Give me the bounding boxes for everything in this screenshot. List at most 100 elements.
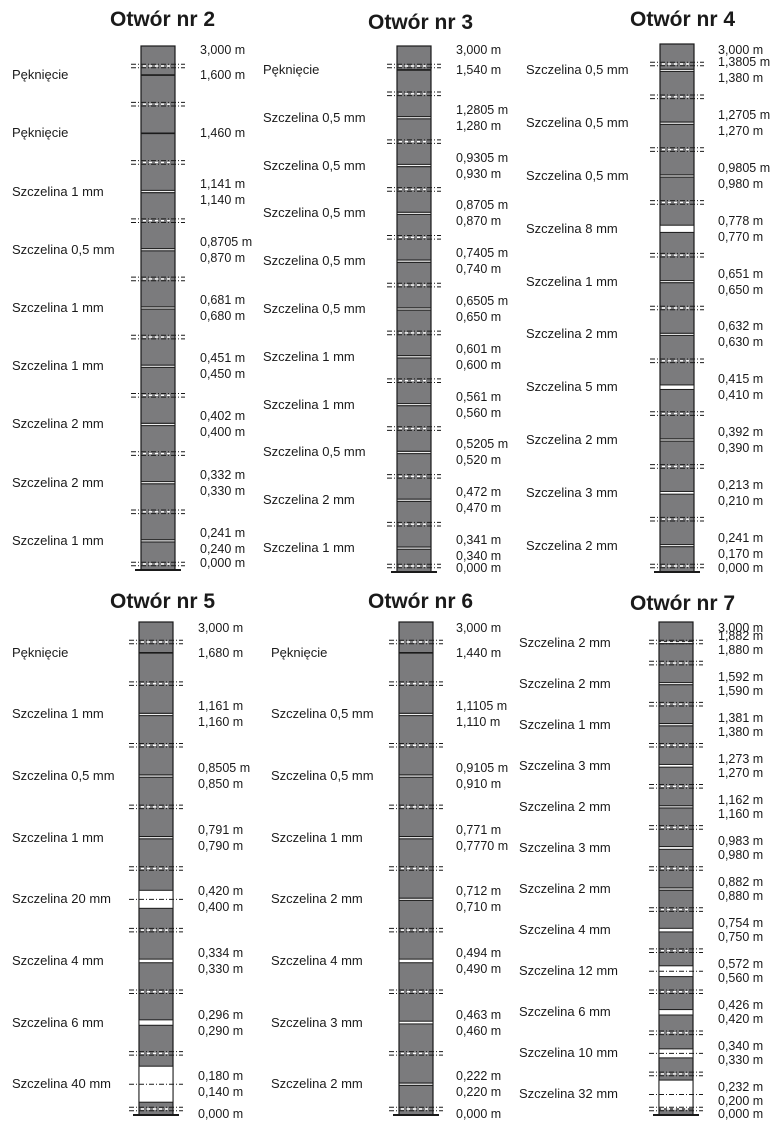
depth-label: 0,390 m <box>718 441 764 455</box>
fracture-label: Szczelina 6 mm <box>519 1004 611 1020</box>
packer-marker <box>650 563 704 569</box>
fracture-label: Szczelina 2 mm <box>263 492 355 508</box>
fracture-mark <box>399 897 433 901</box>
depth-label: 0,232 m <box>718 1080 764 1095</box>
depth-label: 3,000 m <box>200 43 246 57</box>
fracture-mark <box>141 364 175 368</box>
fracture-label: Szczelina 32 mm <box>519 1086 618 1102</box>
depth-label: 1,270 m <box>718 765 764 780</box>
fracture-label: Szczelina 1 mm <box>12 532 104 548</box>
fracture-mark <box>660 332 694 337</box>
depth-label: 0,6505 m <box>456 294 509 308</box>
packer-marker <box>387 563 441 569</box>
packer-marker <box>387 426 441 431</box>
fracture-label: Szczelina 0,5 mm <box>263 157 366 173</box>
depth-label: 0,980 m <box>718 177 764 191</box>
fracture-label: Pęknięcie <box>12 125 69 141</box>
fracture-mark <box>141 539 175 543</box>
packer-marker <box>649 1106 703 1112</box>
depth-label: 0,463 m <box>456 1007 502 1022</box>
fracture-label: Szczelina 2 mm <box>526 432 618 447</box>
borehole-core-column <box>387 45 441 573</box>
fracture-mark <box>659 723 693 727</box>
packer-marker <box>131 101 185 107</box>
depth-label: 0,983 m <box>718 833 764 848</box>
depth-label: 0,330 m <box>718 1053 764 1068</box>
depth-label: 1,1105 m <box>456 699 508 714</box>
packer-marker <box>387 234 441 240</box>
fracture-label: Szczelina 1 mm <box>263 396 355 412</box>
fracture-label: Szczelina 6 mm <box>12 1014 104 1030</box>
depth-label: 0,910 m <box>456 777 502 792</box>
depth-label: 0,778 m <box>718 213 764 228</box>
packer-marker <box>129 1106 183 1112</box>
fracture-label: Szczelina 2 mm <box>12 474 104 490</box>
fracture-mark <box>141 422 175 427</box>
fracture-label: Szczelina 2 mm <box>271 891 363 907</box>
depth-label: 1,280 m <box>456 118 502 133</box>
fracture-label: Szczelina 1 mm <box>263 540 355 556</box>
depth-label: 0,420 m <box>198 884 244 899</box>
depth-label: 1,381 m <box>718 710 764 725</box>
fracture-label: Pęknięcie <box>263 61 320 77</box>
depth-label: 1,273 m <box>718 751 764 766</box>
packer-marker <box>131 509 185 515</box>
packer-marker <box>649 660 703 666</box>
fracture-label: Szczelina 2 mm <box>526 537 618 553</box>
fracture-mark <box>659 384 695 390</box>
fracture-label: Szczelina 2 mm <box>526 326 618 342</box>
depth-label: 3,000 m <box>198 621 244 635</box>
fracture-label: Szczelina 0,5 mm <box>263 109 366 125</box>
depth-label: 1,590 m <box>718 683 764 698</box>
fracture-label: Szczelina 1 mm <box>12 183 104 199</box>
fracture-mark <box>658 763 694 768</box>
depth-label: 0,754 m <box>718 916 764 931</box>
packer-marker <box>129 639 183 645</box>
borehole-core-column <box>131 45 185 571</box>
fracture-label: Szczelina 4 mm <box>12 952 104 968</box>
depth-label: 0,632 m <box>718 319 764 334</box>
depth-label: 0,494 m <box>456 945 502 960</box>
packer-marker <box>131 160 185 165</box>
depth-label: 0,5205 m <box>456 437 509 452</box>
fracture-label: Szczelina 0,5 mm <box>526 115 629 131</box>
packer-marker <box>387 91 441 97</box>
packer-marker <box>649 1071 703 1077</box>
depth-label: 0,791 m <box>198 822 244 837</box>
packer-marker <box>649 639 703 645</box>
fracture-label: Szczelina 4 mm <box>271 952 363 968</box>
fracture-mark <box>659 224 695 233</box>
packer-marker <box>650 305 704 311</box>
fracture-mark <box>141 306 175 310</box>
packer-marker <box>387 187 441 192</box>
fracture-label: Szczelina 5 mm <box>526 379 618 395</box>
depth-label: 0,560 m <box>456 405 502 420</box>
fracture-mark <box>399 712 433 717</box>
fracture-mark <box>659 490 695 495</box>
packer-marker <box>650 358 704 364</box>
depth-label: 0,712 m <box>456 884 502 899</box>
depth-label: 0,460 m <box>456 1023 502 1038</box>
depth-label: 1,592 m <box>718 669 764 684</box>
fracture-label: Szczelina 2 mm <box>12 416 104 432</box>
depth-label: 3,000 m <box>456 43 502 57</box>
packer-marker <box>389 1051 443 1056</box>
fracture-label: Szczelina 0,5 mm <box>12 241 115 257</box>
depth-label: 1,880 m <box>718 642 764 657</box>
fracture-mark <box>649 1048 703 1059</box>
borehole-title: Otwór nr 4 <box>630 8 736 31</box>
depth-label: 0,210 m <box>718 493 764 508</box>
fracture-mark <box>660 121 694 125</box>
depth-label: 0,340 m <box>718 1039 764 1054</box>
fracture-label: Szczelina 1 mm <box>12 829 104 845</box>
packer-marker <box>131 218 185 223</box>
fracture-label: Szczelina 0,5 mm <box>12 768 115 784</box>
packer-marker <box>649 907 703 912</box>
depth-label: 0,681 m <box>200 293 246 307</box>
fracture-label: Szczelina 2 mm <box>519 881 611 897</box>
fracture-mark <box>659 887 693 891</box>
depth-label: 0,000 m <box>718 1107 764 1121</box>
fracture-mark <box>659 681 693 686</box>
depth-label: 0,402 m <box>200 409 246 424</box>
fracture-mark <box>397 498 431 502</box>
